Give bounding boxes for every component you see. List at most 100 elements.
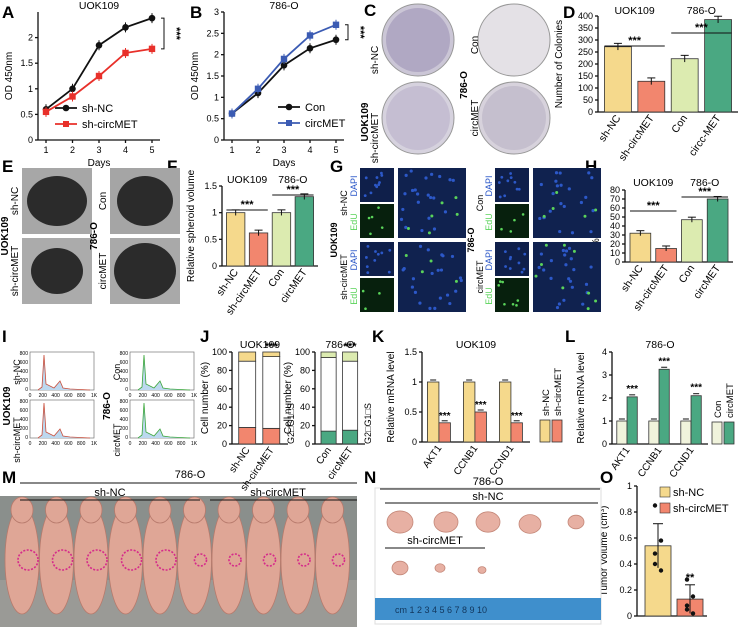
dapi-nucleus bbox=[366, 245, 370, 248]
O-legend-label: sh-NC bbox=[673, 487, 704, 499]
mouse-head bbox=[45, 496, 68, 524]
N-nc-label: sh-NC bbox=[472, 491, 503, 503]
panel-label-O: O bbox=[600, 468, 613, 487]
edu-nucleus bbox=[498, 280, 502, 283]
dapi-nucleus bbox=[378, 181, 381, 184]
N-ruler bbox=[375, 598, 601, 620]
dapi-nucleus bbox=[504, 265, 507, 268]
edu-nucleus bbox=[503, 302, 506, 306]
dapi-nucleus bbox=[373, 259, 377, 262]
I-xtick-label: 0 bbox=[129, 441, 132, 447]
K-legend-label: sh-NC bbox=[541, 389, 552, 416]
merge-nucleus bbox=[420, 228, 424, 233]
C-label-cm: circMET bbox=[470, 100, 481, 137]
merge-nucleus bbox=[401, 207, 405, 212]
mouse-head bbox=[321, 496, 344, 524]
O-point bbox=[684, 577, 690, 582]
D-ytick-label: 100 bbox=[578, 83, 593, 93]
B-legend-marker bbox=[286, 120, 292, 126]
merge-nucleus bbox=[424, 176, 428, 180]
mouse-head bbox=[148, 496, 172, 524]
O-ylabel: Tumor Volume (cm³) bbox=[599, 506, 610, 597]
merge-nucleus bbox=[584, 195, 588, 199]
G-edu-small-4 bbox=[495, 278, 529, 312]
tumor-sh-circmet bbox=[477, 566, 487, 574]
I-xtick-label: 1K bbox=[91, 441, 98, 447]
dapi-nucleus bbox=[388, 248, 392, 252]
M-cm-label: sh-circMET bbox=[250, 487, 306, 499]
J2-segment-G2 bbox=[320, 430, 337, 445]
merge-nucleus bbox=[413, 290, 418, 294]
I-xtick-label: 600 bbox=[164, 441, 173, 447]
merge-edu-nucleus bbox=[429, 259, 433, 263]
A-xlabel: Days bbox=[88, 158, 111, 169]
chart-L-mrna-786o: 0 1 2 3 4 Relative mRNA level *** AKT1 *** CCNB1 *… bbox=[576, 339, 736, 480]
dapi-nucleus bbox=[376, 252, 380, 256]
B-ytick-label: 2 bbox=[214, 50, 219, 60]
A-xtick-label: 3 bbox=[96, 145, 101, 155]
M-nc-label: sh-NC bbox=[94, 487, 125, 499]
K-bar-sh-circMET-CCND1 bbox=[510, 422, 523, 443]
H-ytick-label: 0 bbox=[615, 257, 620, 267]
merge-nucleus bbox=[445, 293, 450, 297]
D-sig-text: *** bbox=[695, 22, 709, 34]
merge-nucleus bbox=[428, 306, 432, 310]
merge-nucleus bbox=[401, 268, 405, 272]
H-ytick-label: 70 bbox=[610, 194, 620, 204]
I-ytick-label: 800 bbox=[120, 351, 129, 357]
I-ytick-label: 200 bbox=[20, 426, 29, 432]
L-bar-Con-CCNB1 bbox=[648, 420, 660, 445]
L-ylabel: Relative mRNA level bbox=[576, 352, 587, 443]
merge-nucleus bbox=[591, 209, 595, 213]
I-xtick-label: 200 bbox=[39, 441, 48, 447]
merge-nucleus bbox=[561, 248, 565, 253]
merge-nucleus bbox=[409, 169, 413, 173]
B-sig-text: *** bbox=[354, 26, 366, 40]
merge-nucleus bbox=[439, 268, 444, 272]
dapi-nucleus bbox=[375, 176, 379, 179]
I-xtick-label: 400 bbox=[151, 393, 160, 399]
B-legend-label: circMET bbox=[305, 118, 346, 130]
I-ytick-label: 0 bbox=[25, 387, 28, 393]
H-ytick-label: 50 bbox=[610, 212, 620, 222]
merge-edu-nucleus bbox=[454, 279, 458, 283]
L-bar-circMET-CCND1 bbox=[690, 395, 702, 445]
K-bar-sh-NC-CCND1 bbox=[498, 381, 512, 443]
J2-title: 786-O bbox=[325, 339, 354, 351]
merge-edu-nucleus bbox=[544, 243, 548, 247]
merge-nucleus bbox=[590, 176, 594, 180]
I-ytick-label: 600 bbox=[120, 360, 129, 366]
J1-segment-G2 bbox=[262, 427, 281, 445]
merge-nucleus bbox=[589, 230, 593, 234]
dapi-nucleus bbox=[513, 180, 517, 184]
merge-nucleus bbox=[538, 216, 542, 221]
F-bar-sh-circMET bbox=[248, 232, 269, 267]
merge-nucleus bbox=[427, 216, 431, 220]
merge-nucleus bbox=[399, 217, 404, 222]
merge-nucleus bbox=[418, 301, 422, 305]
merge-nucleus bbox=[542, 268, 546, 272]
B-xlabel: Days bbox=[273, 158, 296, 169]
dapi-nucleus bbox=[363, 194, 367, 198]
H-bar-circMET bbox=[706, 198, 729, 263]
merge-nucleus bbox=[559, 202, 563, 206]
dapi-nucleus bbox=[509, 255, 513, 259]
D-ytick-label: 250 bbox=[578, 47, 593, 57]
merge-nucleus bbox=[416, 200, 420, 204]
D-ytick-label: 200 bbox=[578, 59, 593, 69]
chart-A-proliferation-uok109: 0 0.5 1 1.5 2 OD 450nm 1 2 3 4 5 Days UOK109 sh-NC sh-… bbox=[4, 0, 182, 169]
D-bar-Con bbox=[670, 58, 699, 113]
D-ytick-label: 400 bbox=[578, 11, 593, 21]
merge-nucleus bbox=[555, 184, 559, 188]
merge-nucleus bbox=[579, 200, 584, 205]
merge-nucleus bbox=[443, 210, 448, 214]
J1-ytick-label: 20 bbox=[217, 421, 227, 431]
I-ytick-label: 800 bbox=[20, 351, 29, 357]
I-ytick-label: 600 bbox=[20, 408, 29, 414]
edu-nucleus bbox=[516, 299, 520, 302]
O-point bbox=[684, 607, 690, 612]
H-bar-Con bbox=[681, 219, 703, 263]
I-xtick-label: 200 bbox=[139, 393, 148, 399]
J2-xtick-label: Con bbox=[314, 445, 334, 466]
dish-786-cm-colonies bbox=[482, 86, 546, 150]
